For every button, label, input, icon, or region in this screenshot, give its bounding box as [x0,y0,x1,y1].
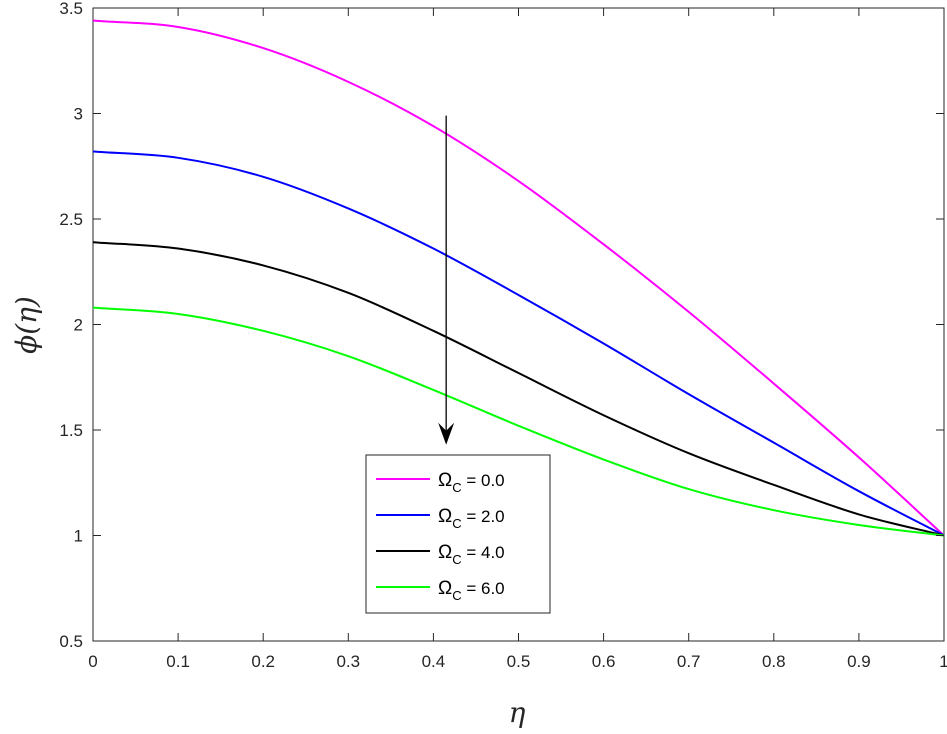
x-tick-label: 0.5 [507,652,531,671]
x-tick-label: 1 [939,652,947,671]
y-tick-label: 2.5 [59,210,83,229]
y-tick-label: 3 [74,105,83,124]
legend: ΩC = 0.0 ΩC = 2.0 ΩC = 4.0 ΩC = 6.0 [365,454,551,614]
x-tick-label: 0.6 [592,652,616,671]
y-tick-label: 3.5 [59,0,83,18]
series-line-0 [92,19,945,537]
y-tick-label: 0.5 [59,632,83,651]
tick-layer: 0 0.1 0.2 0.3 0.4 0.5 0.6 0.7 0.8 0.9 1 0.5 1 1.5 2 2.5… [59,0,947,671]
x-axis-title: η [509,696,526,729]
legend-label-0: ΩC = 0.0 [438,470,505,495]
x-tick-label: 0.2 [251,652,275,671]
x-tick-label: 0 [88,652,97,671]
x-tick-label: 0.7 [677,652,701,671]
x-tick-label: 0.8 [762,652,786,671]
x-tick-label: 0.3 [336,652,360,671]
series-line-3 [92,306,945,537]
y-tick-label: 1 [74,527,83,546]
legend-label-3: ΩC = 6.0 [438,578,505,603]
series-line-1 [92,150,945,537]
legend-label-1: ΩC = 2.0 [438,506,505,531]
annotation-layer [438,115,455,445]
x-tick-label: 0.4 [422,652,446,671]
x-tick-label: 0.1 [166,652,190,671]
x-tick-label: 0.9 [847,652,871,671]
series-layer [92,19,945,537]
y-tick-label: 2 [74,316,83,335]
legend-label-2: ΩC = 4.0 [438,542,505,567]
y-tick-label: 1.5 [59,421,83,440]
series-line-2 [92,241,945,537]
y-axis-title: ϕ(η) [10,296,43,354]
arrow-head [438,422,455,445]
